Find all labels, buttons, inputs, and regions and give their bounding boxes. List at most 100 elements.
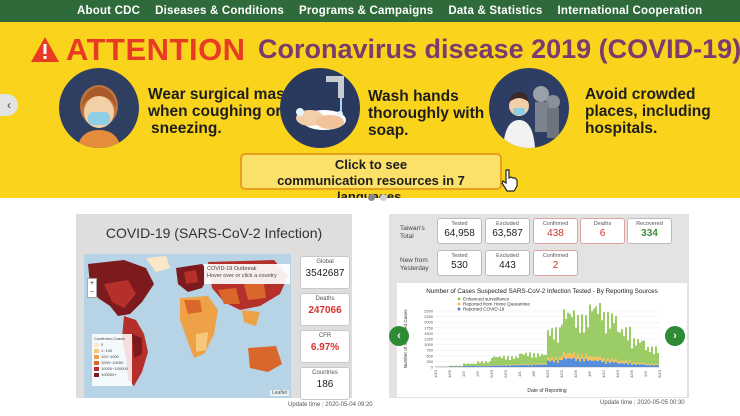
bar bbox=[539, 364, 541, 367]
tip-crowds-line2: places, including bbox=[585, 103, 711, 120]
bar bbox=[539, 363, 541, 365]
nav-diseases-conditions[interactable]: Diseases & Conditions bbox=[155, 5, 284, 17]
bar bbox=[465, 364, 467, 367]
covid-banner[interactable]: ATTENTION Coronavirus disease 2019 (COVI… bbox=[0, 22, 740, 198]
legend-item-1: 1~100 bbox=[94, 348, 130, 354]
bar bbox=[645, 365, 647, 367]
bar bbox=[463, 363, 465, 366]
carousel-dot-1[interactable] bbox=[368, 194, 375, 201]
legend-label: 1~100 bbox=[101, 348, 113, 353]
bar bbox=[585, 353, 587, 359]
bar bbox=[555, 356, 557, 361]
bar bbox=[649, 352, 651, 365]
bar bbox=[551, 328, 553, 357]
map-info-box: COVID-19 Outbreak Hover over or click a … bbox=[204, 264, 290, 284]
bar bbox=[579, 361, 581, 367]
banner-title: Coronavirus disease 2019 (COVID-19) bbox=[258, 34, 740, 64]
chart-title: Number of Cases Suspected SARS-CoV-2 Inf… bbox=[426, 288, 658, 295]
y-tick-label: 1000 bbox=[424, 342, 434, 347]
chevron-left-icon: ‹ bbox=[397, 330, 401, 342]
legend-label: 0 bbox=[101, 342, 104, 347]
taiwan-yesterday-label-1: New from bbox=[400, 257, 428, 264]
bar bbox=[509, 365, 511, 367]
x-tick-label: 4/5 bbox=[587, 370, 592, 376]
bar bbox=[575, 356, 577, 361]
map-info-title: COVID-19 Outbreak bbox=[207, 266, 257, 272]
legend-label: 10000~100000 bbox=[101, 366, 128, 371]
map-attribution[interactable]: Leaflet bbox=[269, 390, 289, 396]
bar bbox=[607, 311, 609, 359]
bar bbox=[587, 360, 589, 367]
bar bbox=[509, 360, 511, 366]
map-zoom-control: + − bbox=[87, 278, 97, 298]
communication-resources-button[interactable]: Click to see communication resources in … bbox=[240, 153, 502, 198]
bar bbox=[631, 363, 633, 366]
bar bbox=[463, 365, 465, 367]
bar bbox=[453, 365, 455, 367]
map-legend: Confirmed Cases 0 1~100 100~1000 1000~10… bbox=[92, 334, 132, 386]
nav-international-cooperation[interactable]: International Cooperation bbox=[557, 5, 703, 17]
stat-deaths-label: Deaths bbox=[315, 296, 335, 302]
bar bbox=[573, 352, 575, 358]
legend-item-2: 100~1000 bbox=[94, 354, 130, 360]
chart-prev-button[interactable]: ‹ bbox=[389, 326, 409, 346]
bar bbox=[567, 352, 569, 359]
bar bbox=[519, 353, 521, 365]
nav-data-statistics[interactable]: Data & Statistics bbox=[448, 5, 543, 17]
zoom-in-button[interactable]: + bbox=[89, 280, 95, 287]
bar bbox=[611, 313, 613, 359]
banner-prev-button[interactable]: ‹ bbox=[0, 94, 18, 116]
bar bbox=[581, 314, 583, 354]
global-covid-panel: COVID-19 (SARS-CoV-2 Infection) bbox=[76, 214, 352, 400]
bar bbox=[531, 365, 533, 367]
bar bbox=[653, 365, 655, 367]
bar bbox=[461, 366, 463, 367]
x-tick-label: 3/22 bbox=[559, 369, 564, 378]
bar bbox=[491, 358, 493, 366]
bar bbox=[523, 354, 525, 365]
bar bbox=[599, 355, 601, 360]
bar bbox=[657, 364, 659, 366]
carousel-dot-2[interactable] bbox=[380, 194, 387, 201]
bar bbox=[495, 357, 497, 366]
bar bbox=[619, 361, 621, 364]
bar bbox=[571, 358, 573, 367]
bar bbox=[593, 308, 595, 357]
bar bbox=[579, 332, 581, 359]
legend-label: 1000~10000 bbox=[101, 360, 124, 365]
legend-marker bbox=[457, 297, 461, 301]
bar bbox=[595, 360, 597, 367]
bar bbox=[553, 362, 555, 367]
stat-global-label: Global bbox=[316, 259, 334, 265]
tip-masks-line1: Wear surgical masks bbox=[148, 86, 302, 103]
chart-next-button[interactable]: › bbox=[665, 326, 685, 346]
bar bbox=[451, 365, 453, 367]
bar bbox=[511, 364, 513, 366]
bar bbox=[485, 365, 487, 367]
bar bbox=[515, 364, 517, 366]
bar bbox=[455, 365, 457, 367]
nav-programs-campaigns[interactable]: Programs & Campaigns bbox=[298, 5, 434, 17]
bar bbox=[647, 364, 649, 367]
bar bbox=[635, 364, 637, 367]
bar bbox=[543, 355, 545, 364]
bar bbox=[465, 366, 467, 367]
bar bbox=[627, 340, 629, 363]
x-tick-label: 2/16 bbox=[489, 369, 494, 378]
nav-about-cdc[interactable]: About CDC bbox=[77, 5, 141, 17]
bar bbox=[479, 362, 481, 366]
bar bbox=[515, 365, 517, 367]
bar bbox=[587, 327, 589, 357]
tw-new-excluded: Excluded 443 bbox=[485, 250, 530, 276]
tip-masks-line2: when coughing or bbox=[148, 103, 282, 120]
stat-deaths-value: 247066 bbox=[308, 305, 342, 316]
bar bbox=[567, 312, 569, 353]
world-map[interactable]: COVID-19 Outbreak Hover over or click a … bbox=[84, 254, 291, 398]
bar bbox=[639, 342, 641, 364]
bar bbox=[573, 357, 575, 367]
bar bbox=[571, 354, 573, 359]
bar bbox=[559, 356, 561, 361]
zoom-out-button[interactable]: − bbox=[89, 289, 95, 296]
bar bbox=[629, 360, 631, 363]
bar bbox=[595, 356, 597, 361]
